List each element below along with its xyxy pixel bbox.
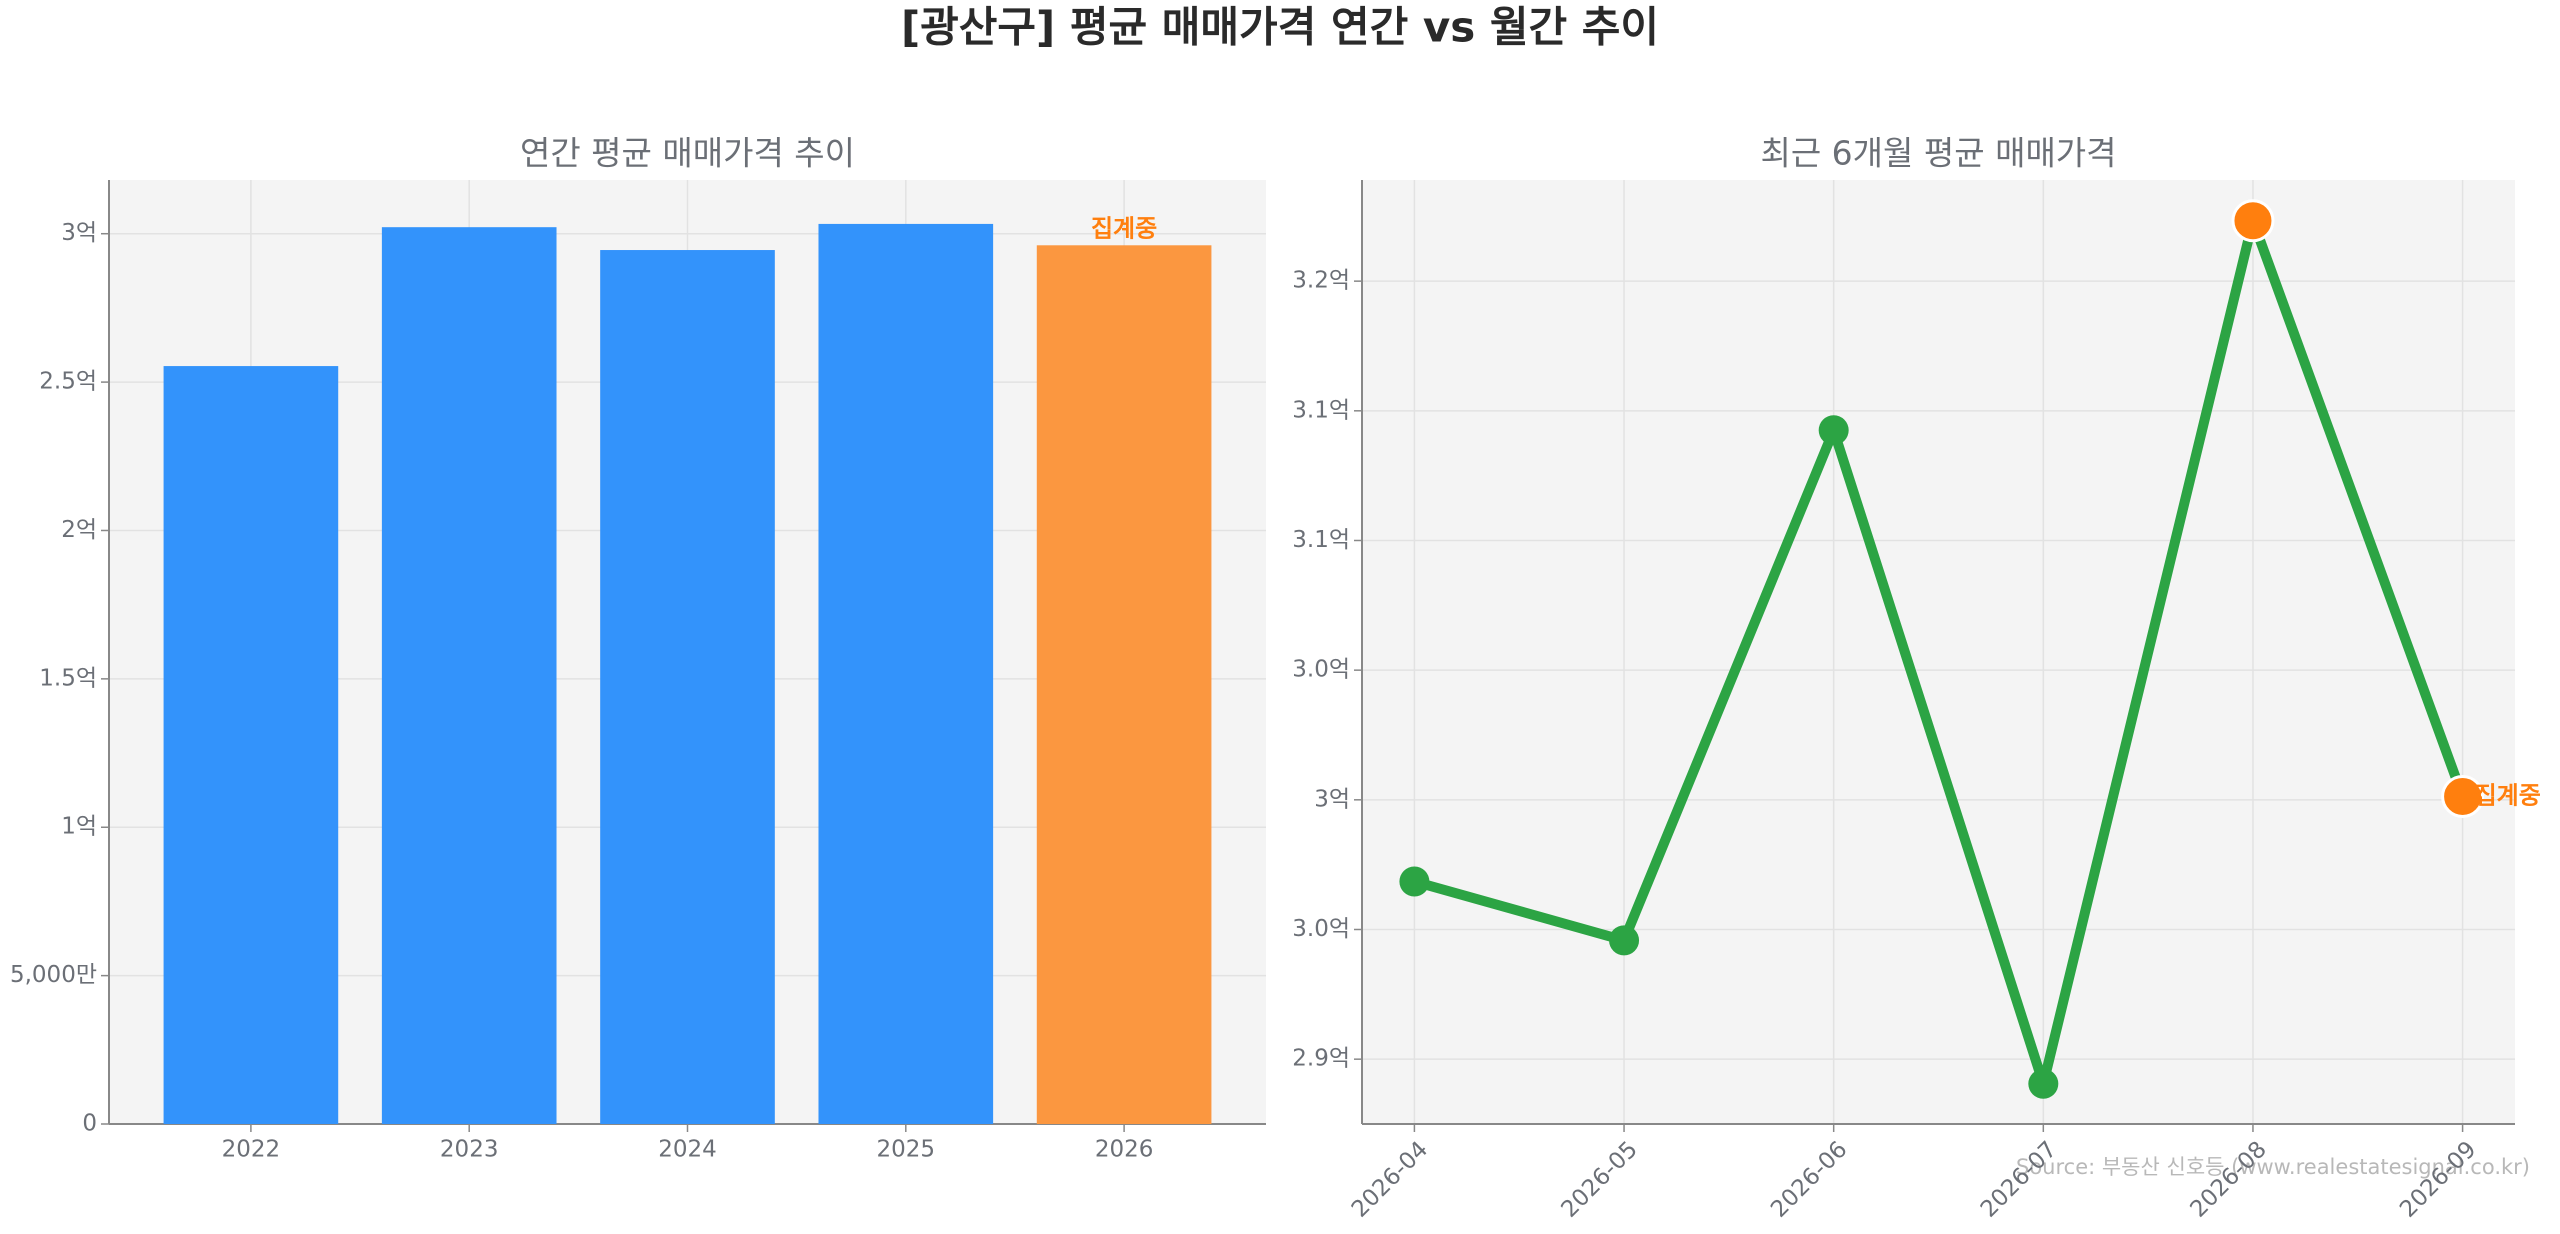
y-tick-label: 5,000만 <box>10 962 97 988</box>
y-tick-label: 3.1억 <box>1292 527 1350 553</box>
bar <box>1036 245 1212 1124</box>
figure-title: [광산구] 평균 매매가격 연간 vs 월간 추이 <box>901 3 1659 52</box>
marker <box>1818 415 1849 446</box>
bar <box>600 250 775 1125</box>
x-tick-label: 2026-05 <box>1557 1136 1643 1222</box>
marker <box>1399 866 1430 897</box>
marker <box>1609 925 1640 956</box>
y-tick-label: 2.5억 <box>39 369 97 395</box>
y-tick-label: 1.5억 <box>39 665 97 691</box>
y-tick-label: 3억 <box>1314 786 1350 812</box>
bar <box>163 366 339 1124</box>
x-tick-label: 2026-08 <box>2185 1136 2271 1222</box>
source-note: Source: 부동산 신호등 (www.realestatesignal.co… <box>2016 1155 2530 1179</box>
marker <box>2231 199 2275 243</box>
y-tick-label: 2.9억 <box>1292 1046 1350 1072</box>
x-tick-label: 2024 <box>658 1137 717 1163</box>
y-tick-label: 3.2억 <box>1292 268 1350 294</box>
x-tick-label: 2023 <box>440 1137 499 1163</box>
x-tick-label: 2026-04 <box>1347 1136 1433 1222</box>
bar <box>818 223 994 1124</box>
plot-area <box>1362 180 2515 1124</box>
y-tick-label: 3.1억 <box>1292 397 1350 423</box>
y-tick-label: 1억 <box>61 814 97 840</box>
x-tick-label: 2022 <box>222 1137 281 1163</box>
x-tick-label: 2026 <box>1095 1137 1154 1163</box>
y-tick-label: 0 <box>82 1111 97 1137</box>
marker <box>2441 774 2485 818</box>
line <box>1413 215 2468 1089</box>
marker <box>2028 1068 2059 1099</box>
x-tick-label: 2025 <box>877 1137 936 1163</box>
y-tick-label: 3.0억 <box>1292 657 1350 683</box>
x-tick-label: 2026-09 <box>2395 1136 2481 1222</box>
annotation: 집계중 <box>2475 781 2541 809</box>
chart-title: 최근 6개월 평균 매매가격 <box>1760 134 2116 173</box>
x-tick-label: 2026-06 <box>1766 1136 1852 1222</box>
y-tick-label: 3억 <box>61 220 97 246</box>
y-tick-label: 3.0억 <box>1292 916 1350 942</box>
annotation: 집계중 <box>1091 214 1157 242</box>
bar <box>381 227 557 1124</box>
y-tick-label: 2억 <box>61 517 97 543</box>
chart-title: 연간 평균 매매가격 추이 <box>520 134 855 173</box>
x-tick-label: 2026-07 <box>1976 1136 2062 1222</box>
